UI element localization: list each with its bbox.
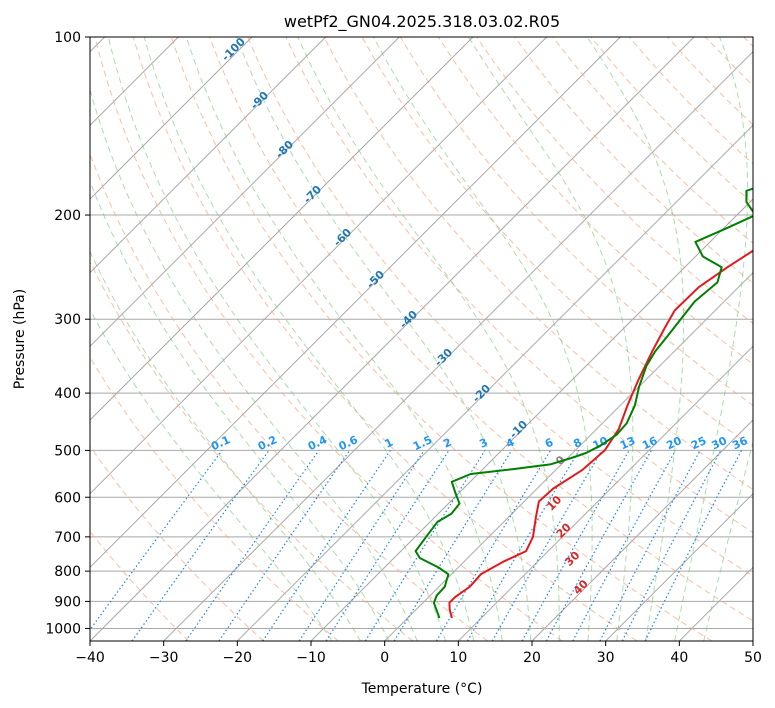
moist-adiabat-22: [297, 37, 560, 641]
mixing-ratio-label: 36: [730, 434, 750, 452]
isotherm--50: [90, 37, 621, 569]
dry-adiabat-70: [285, 37, 753, 534]
mixing-ratio-line-0.6: [218, 450, 351, 641]
isotherm--40: [90, 37, 695, 641]
moist-adiabat--2: [90, 180, 390, 641]
moist-adiabat-34: [586, 37, 685, 641]
mixing-ratio-line-36: [644, 450, 743, 641]
y-tick-label: 200: [54, 208, 81, 224]
profile-lines: [414, 187, 753, 619]
dry-adiabat-0: [90, 260, 414, 641]
isotherm--20: [236, 124, 753, 641]
dry-adiabat-120: [476, 37, 753, 325]
mixing-ratio-label: 30: [710, 434, 730, 452]
y-tick-label: 400: [54, 386, 81, 402]
dewpoint-profile: [414, 187, 753, 619]
moist-adiabat-2: [90, 87, 418, 641]
x-tick-label: −10: [296, 650, 326, 666]
mixing-ratio-line-16: [545, 450, 652, 641]
x-tick-label: 40: [670, 650, 688, 666]
isotherm-30: [605, 492, 753, 641]
x-tick-label: −20: [223, 650, 253, 666]
isotherm--100: [90, 37, 253, 200]
isotherm--60: [90, 37, 548, 495]
x-axis-ticks: −40 −30 −20 −10 0 10 20 30 40 50: [75, 641, 762, 666]
mixing-ratio-line-1.5: [298, 450, 425, 641]
x-tick-label: 30: [597, 650, 615, 666]
plot-background: [90, 37, 753, 641]
isotherm-0: [384, 271, 753, 641]
y-axis-label: Pressure (hPa): [12, 289, 28, 389]
x-axis-label: Temperature (°C): [361, 681, 483, 697]
dry-adiabat-130: [514, 37, 753, 284]
moist-adiabat-38: [674, 37, 749, 641]
temperature-profile: [448, 249, 753, 619]
mixing-ratio-line-13: [521, 450, 630, 641]
moist-adiabat-26: [373, 37, 593, 641]
dry-adiabat--20: [90, 445, 264, 641]
dry-adiabat-50: [209, 37, 753, 622]
x-tick-label: 0: [380, 650, 389, 666]
dry-adiabat-30: [132, 37, 638, 641]
moist-adiabat-6: [107, 37, 446, 641]
mixing-ratio-line-20: [572, 450, 677, 641]
x-tick-label: 50: [744, 650, 762, 666]
y-tick-label: 700: [54, 530, 81, 546]
y-tick-label: 800: [54, 564, 81, 580]
dry-adiabat--10: [90, 356, 339, 641]
mixing-ratio-line-0.2: [131, 450, 270, 641]
moist-adiabat--6: [90, 250, 362, 641]
moist-adiabat-18: [236, 37, 532, 641]
moist-adiabat-42: [703, 439, 753, 641]
mixing-ratio-label: 13: [618, 434, 637, 452]
mixing-ratio-line-0.1: [90, 450, 223, 631]
moist-adiabat--10: [90, 308, 333, 641]
dry-adiabat-80: [323, 37, 753, 491]
x-tick-label: −40: [75, 650, 105, 666]
isotherm--90: [90, 37, 327, 274]
mixing-ratio-line-4: [393, 450, 513, 641]
y-tick-label: 500: [54, 443, 81, 459]
y-tick-label: 600: [54, 490, 81, 506]
y-tick-label: 100: [54, 30, 81, 46]
x-tick-label: −30: [149, 650, 179, 666]
y-axis-ticks: 1000 900 800 700 600 500 400 300 200 100: [45, 30, 90, 637]
isotherm-20: [531, 419, 753, 641]
mixing-ratio-label: 16: [640, 434, 660, 452]
chart-title: wetPf2_GN04.2025.318.03.02.R05: [284, 12, 560, 32]
isotherm-10: [457, 345, 753, 641]
mixing-ratio-line-30: [621, 450, 722, 641]
moist-adiabat-10: [143, 37, 475, 641]
plot-frame: [89, 36, 754, 642]
isotherm--30: [163, 50, 753, 641]
dry-adiabat-40: [170, 37, 712, 641]
background-lines: [90, 37, 753, 641]
x-tick-label: 10: [449, 650, 467, 666]
isotherm--80: [90, 37, 400, 348]
mixing-ratio-label: 25: [689, 434, 708, 452]
mixing-ratio-line-0.4: [185, 450, 320, 641]
y-tick-label: 300: [54, 312, 81, 328]
dry-adiabat-20: [94, 37, 563, 641]
y-tick-label: 900: [54, 594, 81, 610]
y-tick-label: 1000: [45, 621, 81, 637]
mixing-ratio-line-1: [262, 450, 391, 641]
mixing-ratio-line-2: [325, 450, 450, 641]
mixing-ratio-label: 20: [664, 434, 684, 452]
x-tick-label: 20: [523, 650, 541, 666]
moist-adiabat-14: [185, 37, 503, 641]
dry-adiabat-60: [247, 37, 753, 577]
